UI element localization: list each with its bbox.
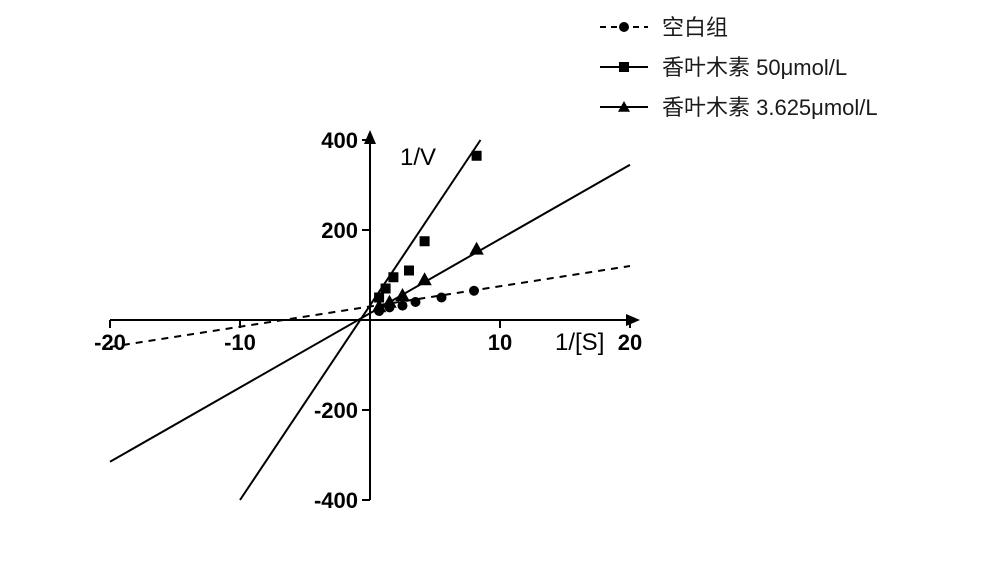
svg-text:香叶木素 3.625μmol/L: 香叶木素 3.625μmol/L xyxy=(662,95,878,120)
svg-text:1/[S]: 1/[S] xyxy=(555,329,604,356)
svg-text:400: 400 xyxy=(321,128,358,153)
svg-text:1/V: 1/V xyxy=(400,144,436,171)
svg-text:空白组: 空白组 xyxy=(662,15,728,40)
plot-svg: -20 -10 10 20 -400 -200 200 400 1/V 1/[S] 空白组香叶木素 … xyxy=(0,0,1000,570)
svg-text:-10: -10 xyxy=(224,330,256,355)
svg-text:-200: -200 xyxy=(314,398,358,423)
svg-text:200: 200 xyxy=(321,218,358,243)
svg-text:香叶木素 50μmol/L: 香叶木素 50μmol/L xyxy=(662,55,847,80)
figure-container: -20 -10 10 20 -400 -200 200 400 1/V 1/[S] 空白组香叶木素 … xyxy=(0,0,1000,570)
svg-text:10: 10 xyxy=(488,330,512,355)
svg-text:-400: -400 xyxy=(314,488,358,513)
svg-text:20: 20 xyxy=(618,330,642,355)
svg-text:-20: -20 xyxy=(94,330,126,355)
